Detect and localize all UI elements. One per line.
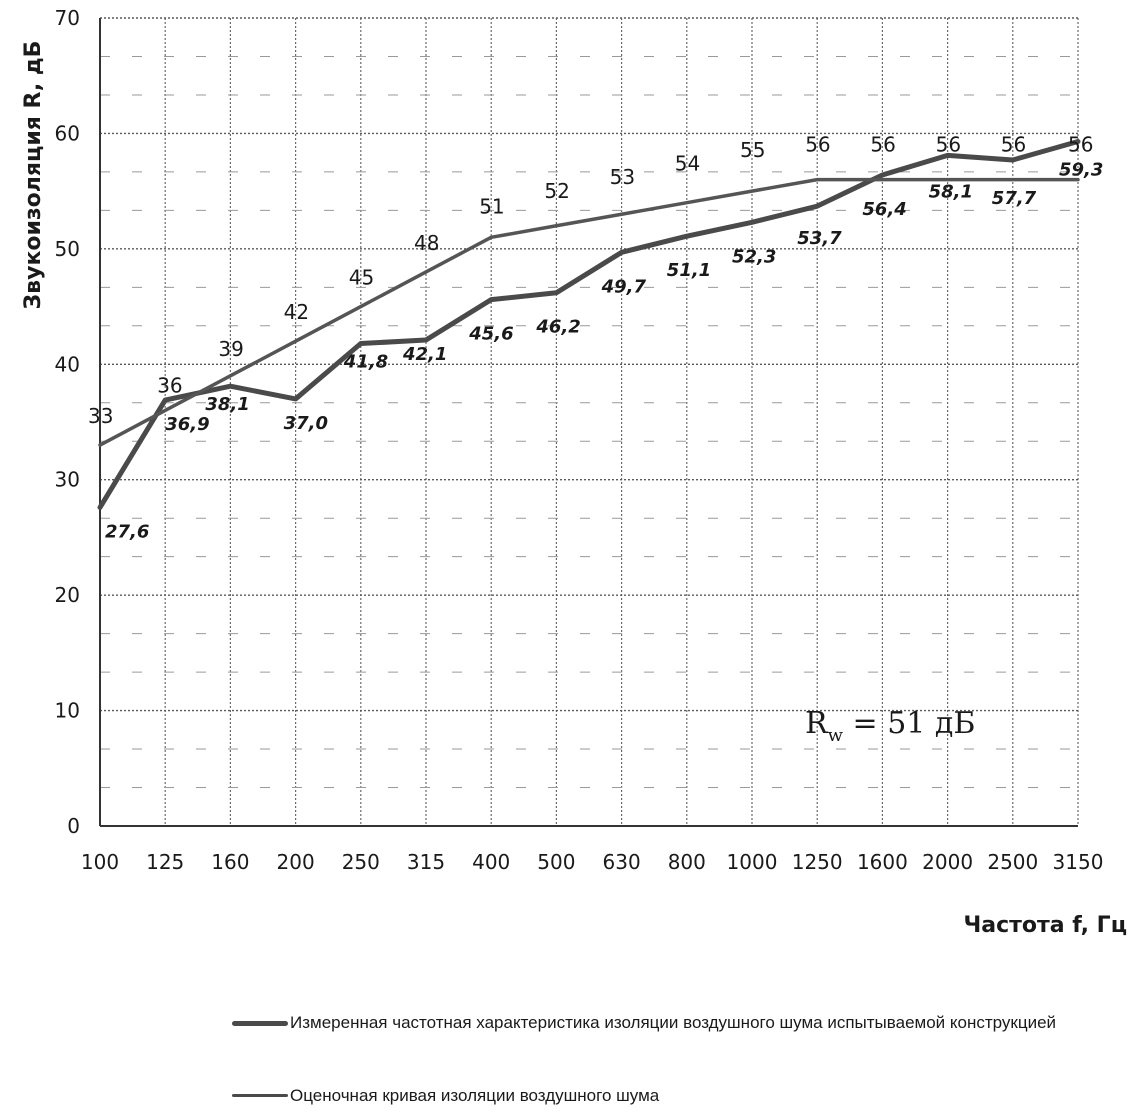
data-label-measured: 38,1 bbox=[205, 394, 249, 415]
y-tick-label: 10 bbox=[55, 699, 80, 723]
data-label-estimated: 51 bbox=[479, 194, 504, 218]
data-label-estimated: 55 bbox=[740, 138, 765, 162]
x-axis-title: Частота f, Гц bbox=[964, 913, 1128, 938]
legend-swatch-measured bbox=[232, 1021, 288, 1026]
data-label-measured: 41,8 bbox=[343, 352, 388, 373]
data-label-estimated: 42 bbox=[284, 300, 309, 324]
y-tick-label: 70 bbox=[55, 6, 80, 30]
data-label-estimated: 36 bbox=[157, 373, 182, 397]
data-label-measured: 56,4 bbox=[862, 199, 906, 220]
grid bbox=[100, 18, 1078, 826]
data-label-measured: 51,1 bbox=[667, 260, 711, 281]
x-tick-label: 630 bbox=[603, 850, 641, 874]
x-tick-label: 100 bbox=[81, 850, 119, 874]
data-label-measured: 52,3 bbox=[732, 246, 776, 267]
y-tick-label: 50 bbox=[55, 237, 80, 261]
data-label-estimated: 39 bbox=[218, 337, 243, 361]
data-label-measured: 37,0 bbox=[284, 413, 328, 434]
data-label-measured: 27,6 bbox=[105, 521, 149, 542]
data-label-estimated: 53 bbox=[610, 165, 635, 189]
x-tick-label: 160 bbox=[211, 850, 249, 874]
data-label-estimated: 56 bbox=[936, 133, 961, 157]
data-label-estimated: 54 bbox=[675, 152, 700, 176]
x-tick-label: 315 bbox=[407, 850, 445, 874]
y-tick-label: 20 bbox=[55, 583, 80, 607]
x-tick-label: 250 bbox=[342, 850, 380, 874]
x-tick-label: 125 bbox=[146, 850, 184, 874]
data-label-measured: 36,9 bbox=[165, 414, 209, 435]
data-label-measured: 49,7 bbox=[601, 276, 647, 297]
data-label-measured: 59,3 bbox=[1059, 160, 1103, 181]
data-label-estimated: 52 bbox=[544, 179, 569, 203]
data-label-measured: 46,2 bbox=[535, 317, 580, 338]
data-label-estimated: 45 bbox=[349, 266, 374, 290]
y-tick-label: 40 bbox=[55, 352, 80, 376]
x-tick-label: 400 bbox=[472, 850, 510, 874]
data-label-measured: 42,1 bbox=[402, 344, 447, 365]
legend-label-measured: Измеренная частотная характеристика изол… bbox=[290, 1010, 1090, 1036]
y-tick-label: 60 bbox=[55, 121, 80, 145]
data-label-measured: 53,7 bbox=[797, 228, 842, 249]
data-labels: 27,6 36,938,1 37,0 41,8 42,1 45,6 46,2 49,7 51,1… bbox=[88, 133, 1103, 543]
data-label-estimated: 56 bbox=[805, 133, 830, 157]
data-label-estimated: 56 bbox=[870, 133, 895, 157]
data-label-measured: 58,1 bbox=[929, 181, 973, 202]
x-tick-label: 1250 bbox=[792, 850, 843, 874]
x-tick-label: 1000 bbox=[727, 850, 778, 874]
data-label-measured: 57,7 bbox=[992, 188, 1037, 209]
data-label-estimated: 48 bbox=[414, 231, 439, 255]
legend-item-estimated: Оценочная кривая изоляции воздушного шум… bbox=[232, 1083, 1090, 1109]
x-tick-label: 1600 bbox=[857, 850, 908, 874]
legend-swatch-estimated bbox=[232, 1094, 288, 1097]
y-axis-title: Звукоизоляция R, дБ bbox=[21, 41, 46, 310]
x-tick-label: 500 bbox=[537, 850, 575, 874]
x-tick-label: 200 bbox=[277, 850, 315, 874]
legend-label-estimated: Оценочная кривая изоляции воздушного шум… bbox=[290, 1083, 1090, 1109]
data-label-estimated: 56 bbox=[1068, 133, 1093, 157]
rw-prefix: R bbox=[805, 706, 829, 741]
rw-subscript: w bbox=[828, 725, 844, 746]
data-label-estimated: 56 bbox=[1001, 133, 1026, 157]
x-tick-label: 800 bbox=[668, 850, 706, 874]
x-tick-label: 2000 bbox=[922, 850, 973, 874]
data-label-estimated: 33 bbox=[88, 404, 113, 428]
data-label-measured: 45,6 bbox=[468, 324, 513, 345]
rw-value: = 51 дБ bbox=[843, 706, 975, 741]
legend-item-measured: Измеренная частотная характеристика изол… bbox=[232, 1010, 1090, 1036]
x-tick-label: 3150 bbox=[1053, 850, 1104, 874]
x-tick-label: 2500 bbox=[987, 850, 1038, 874]
y-tick-label: 0 bbox=[67, 814, 80, 838]
y-tick-label: 30 bbox=[55, 468, 80, 492]
rw-annotation: Rw = 51 дБ bbox=[805, 706, 975, 746]
